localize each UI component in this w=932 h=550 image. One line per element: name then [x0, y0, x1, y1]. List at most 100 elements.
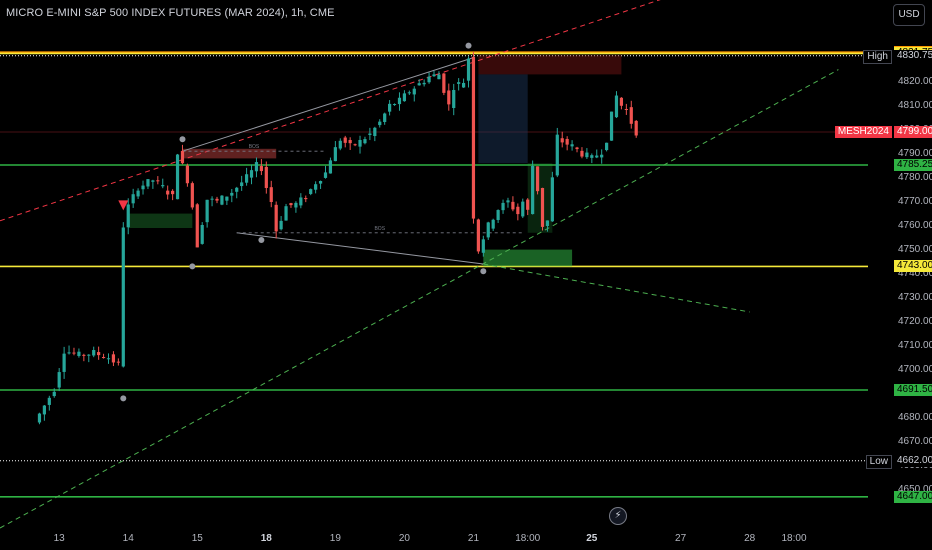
- pivot-low: [480, 268, 487, 275]
- upper-wedge-line: [182, 57, 474, 152]
- x-tick-label: 27: [675, 533, 687, 544]
- candle: [225, 196, 229, 201]
- candle: [609, 111, 614, 141]
- candle: [141, 185, 145, 190]
- candle: [417, 83, 421, 86]
- candle: [151, 180, 155, 182]
- candle: [565, 138, 569, 145]
- demand-zone-1: [128, 213, 193, 228]
- candle: [486, 222, 490, 238]
- pivot-high: [179, 136, 186, 143]
- price-tag: 4662.00: [894, 454, 932, 467]
- x-tick-label: 25: [586, 533, 598, 544]
- candle: [624, 108, 628, 110]
- candles: [37, 52, 638, 425]
- candle: [511, 201, 515, 210]
- candle: [180, 150, 185, 164]
- x-tick-label: 15: [191, 533, 203, 544]
- y-tick-label: 4770.00: [898, 195, 932, 207]
- chart-title: MICRO E-MINI S&P 500 INDEX FUTURES (MAR …: [6, 7, 335, 19]
- sell-signal-arrow: [118, 200, 129, 211]
- candle: [57, 372, 61, 388]
- candle: [521, 201, 525, 217]
- y-tick-label: 4710.00: [898, 339, 932, 351]
- bos-label: BOS: [249, 144, 260, 150]
- y-tick-label: 4740.00: [898, 267, 932, 279]
- candle: [210, 198, 214, 200]
- y-tick-label: 4700.00: [898, 363, 932, 375]
- candle: [264, 166, 268, 188]
- candle: [318, 181, 323, 184]
- candle: [595, 155, 599, 158]
- candle: [383, 113, 387, 122]
- price-tag: 4799.00: [894, 126, 932, 138]
- candle: [190, 183, 194, 208]
- y-tick-label: 4760.00: [898, 219, 932, 231]
- price-tag-side-label: Low: [865, 454, 892, 469]
- candle: [106, 358, 111, 360]
- candle: [373, 127, 377, 137]
- candle: [407, 92, 411, 94]
- pivot-low: [189, 263, 196, 270]
- candle: [457, 82, 461, 84]
- candle: [580, 150, 584, 157]
- candle: [195, 204, 199, 248]
- y-tick-label: 4650.00: [898, 483, 932, 495]
- price-tag: 4691.50: [894, 384, 932, 396]
- candle: [185, 165, 190, 184]
- candle: [156, 180, 160, 182]
- lightning-icon[interactable]: ⚡: [609, 507, 627, 525]
- candle: [249, 170, 254, 178]
- candle: [240, 182, 244, 187]
- x-tick-label: 28: [744, 533, 756, 544]
- pivot-low: [258, 237, 265, 243]
- candle: [126, 204, 130, 228]
- candle: [269, 187, 273, 203]
- candle: [353, 144, 357, 146]
- candle: [560, 138, 564, 143]
- candle: [392, 104, 397, 106]
- candle: [121, 227, 125, 367]
- candle: [437, 74, 441, 80]
- candle: [289, 203, 293, 206]
- zones: [128, 55, 622, 267]
- candle: [82, 354, 86, 356]
- supply-zone-2: [478, 55, 622, 75]
- candle: [585, 152, 589, 158]
- y-tick-label: 4670.00: [898, 435, 932, 447]
- candle: [47, 397, 51, 405]
- candle: [215, 198, 219, 201]
- x-tick-label: 21: [467, 533, 480, 544]
- candle: [496, 210, 500, 220]
- candle: [175, 154, 180, 200]
- candle: [259, 166, 263, 172]
- candle: [274, 204, 278, 232]
- candle: [461, 82, 466, 88]
- candle: [205, 199, 209, 223]
- candle: [501, 202, 505, 211]
- candle: [550, 177, 554, 222]
- x-tick-label: 18:00: [515, 533, 541, 544]
- candle: [87, 354, 91, 356]
- pivot-high: [465, 42, 472, 49]
- candle: [200, 224, 204, 244]
- candle: [516, 206, 520, 215]
- currency-button[interactable]: USD: [893, 4, 925, 26]
- candle: [284, 206, 288, 221]
- candle: [491, 219, 495, 229]
- candle: [254, 162, 259, 172]
- candle: [605, 142, 609, 151]
- price-tag: 4830.75: [894, 49, 932, 62]
- y-tick-label: 4790.00: [898, 147, 932, 159]
- blue-range: [478, 74, 528, 164]
- candle: [432, 74, 436, 77]
- candle: [333, 147, 337, 162]
- y-tick-label: 4720.00: [898, 315, 932, 327]
- green-channel-bottom: [0, 69, 839, 529]
- x-tick-label: 19: [329, 533, 341, 544]
- candle: [427, 76, 431, 83]
- candle: [506, 200, 510, 203]
- candle: [101, 357, 106, 359]
- candle: [136, 190, 140, 197]
